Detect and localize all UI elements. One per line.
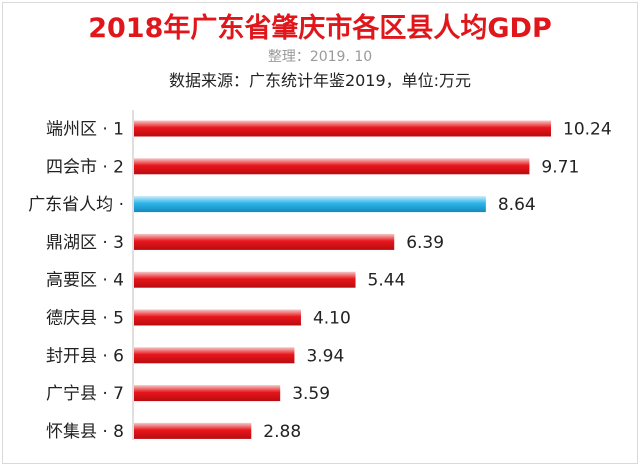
bar-highlight: [134, 196, 486, 213]
value-label: 4.10: [313, 309, 351, 329]
category-label: 封开县 · 6: [46, 346, 124, 366]
chart-title: 2018年广东省肇庆市各区县人均GDP: [88, 13, 552, 44]
category-label: 广宁县 · 7: [46, 384, 124, 404]
bar: [134, 385, 281, 402]
chart-subtitle: 整理：2019. 10: [267, 49, 373, 65]
value-label: 6.39: [406, 233, 444, 253]
chart-source-note: 数据来源：广东统计年鉴2019，单位:万元: [168, 71, 472, 90]
bar: [134, 120, 551, 137]
bar: [134, 233, 395, 250]
value-label: 8.64: [498, 195, 536, 215]
value-label: 3.94: [306, 346, 344, 366]
bar: [134, 158, 530, 175]
category-label: 高要区 · 4: [46, 271, 124, 291]
category-label: 四会市 · 2: [46, 157, 124, 177]
value-label: 5.44: [368, 271, 406, 291]
category-label: 鼎湖区 · 3: [46, 233, 124, 253]
value-label: 9.71: [541, 157, 579, 177]
bar: [134, 309, 301, 326]
category-label: 端州区 · 1: [46, 120, 124, 140]
bar: [134, 271, 356, 288]
bar: [134, 347, 295, 364]
value-label: 3.59: [292, 384, 330, 404]
value-label: 10.24: [563, 120, 612, 140]
value-label: 2.88: [263, 422, 301, 442]
category-label: 德庆县 · 5: [46, 309, 124, 329]
bar: [134, 422, 252, 439]
category-label: 怀集县 · 8: [46, 422, 124, 442]
category-label: 广东省人均 ·: [28, 195, 124, 215]
